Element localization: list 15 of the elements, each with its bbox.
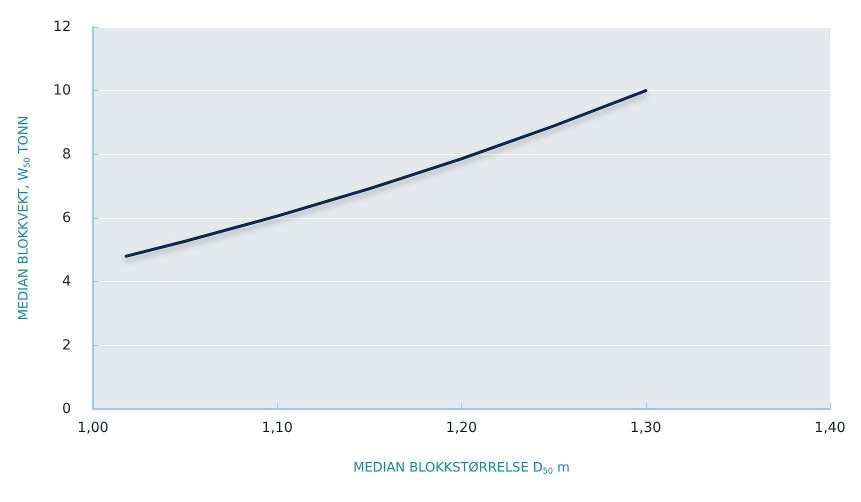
y-tick-label: 8 — [62, 146, 71, 162]
y-tick-label: 2 — [62, 337, 71, 354]
line-series — [124, 89, 648, 258]
x-tick-label: 1,30 — [630, 420, 662, 436]
x-tick-label: 1,00 — [77, 420, 109, 436]
y-tick-label: 4 — [62, 274, 72, 290]
y-tick-label: 10 — [53, 82, 71, 99]
y-axis-title: MEDIAN BLOKKVEKT, W50 TONN — [16, 116, 32, 320]
y-tick-label: 0 — [62, 401, 71, 417]
x-tick-label: 1,40 — [814, 420, 846, 436]
x-axis-title: MEDIAN BLOKKSTØRRELSE D50 m — [353, 460, 570, 476]
x-tick-label: 1,10 — [262, 420, 293, 436]
x-tick-label: 1,20 — [446, 420, 478, 436]
y-tick-label: 6 — [62, 210, 72, 226]
y-tick-label: 12 — [53, 19, 71, 35]
